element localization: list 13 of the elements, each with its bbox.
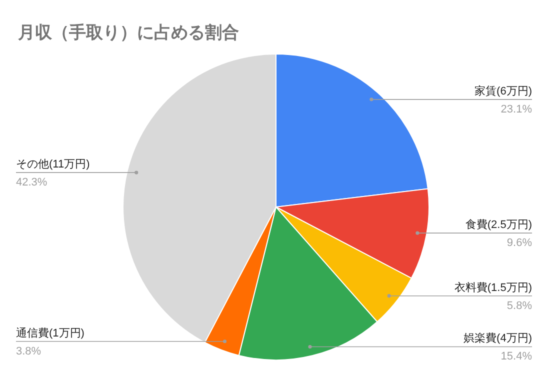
chart-title: 月収（手取り）に占める割合 — [17, 23, 239, 42]
slice-label: 衣料費(1.5万円) — [454, 280, 532, 294]
data-label: 3.8% — [16, 345, 42, 358]
data-label: 42.3% — [16, 176, 48, 189]
slice-label: 家賃(6万円) — [474, 84, 532, 98]
slice-label: その他(11万円) — [16, 158, 90, 171]
data-label: 15.4% — [500, 350, 532, 363]
data-label: 23.1% — [500, 103, 532, 116]
data-label: 9.6% — [506, 237, 532, 250]
data-label: 5.8% — [506, 300, 532, 312]
slice-label: 食費(2.5万円) — [465, 218, 532, 232]
slice-label: 通信費(1万円) — [16, 326, 84, 340]
slice-label: 娯楽費(4万円) — [464, 332, 532, 345]
